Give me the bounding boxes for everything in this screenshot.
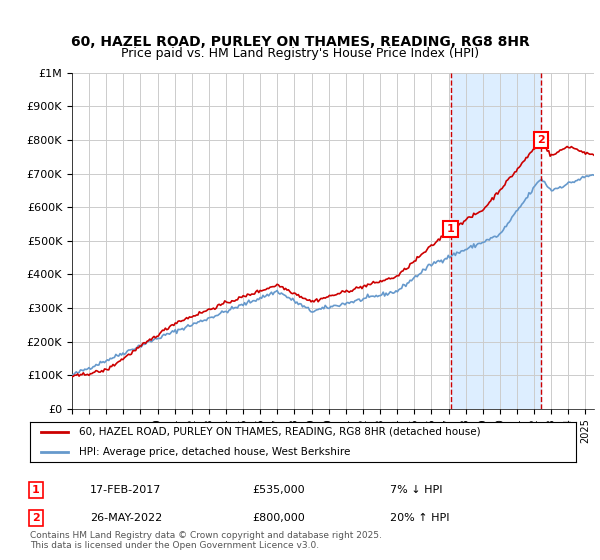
Text: 2: 2 — [32, 513, 40, 523]
Text: £800,000: £800,000 — [252, 513, 305, 523]
Text: £535,000: £535,000 — [252, 485, 305, 495]
Text: 2: 2 — [537, 135, 545, 145]
Text: 60, HAZEL ROAD, PURLEY ON THAMES, READING, RG8 8HR: 60, HAZEL ROAD, PURLEY ON THAMES, READIN… — [71, 35, 529, 49]
Text: 60, HAZEL ROAD, PURLEY ON THAMES, READING, RG8 8HR (detached house): 60, HAZEL ROAD, PURLEY ON THAMES, READIN… — [79, 427, 481, 437]
Text: 26-MAY-2022: 26-MAY-2022 — [90, 513, 162, 523]
Bar — [451, 73, 541, 409]
Text: Price paid vs. HM Land Registry's House Price Index (HPI): Price paid vs. HM Land Registry's House … — [121, 46, 479, 60]
Text: 1: 1 — [32, 485, 40, 495]
Text: HPI: Average price, detached house, West Berkshire: HPI: Average price, detached house, West… — [79, 447, 350, 457]
Text: 20% ↑ HPI: 20% ↑ HPI — [390, 513, 449, 523]
Text: 17-FEB-2017: 17-FEB-2017 — [90, 485, 161, 495]
Text: 7% ↓ HPI: 7% ↓ HPI — [390, 485, 443, 495]
Text: 1: 1 — [447, 224, 454, 234]
Text: Contains HM Land Registry data © Crown copyright and database right 2025.
This d: Contains HM Land Registry data © Crown c… — [30, 530, 382, 550]
